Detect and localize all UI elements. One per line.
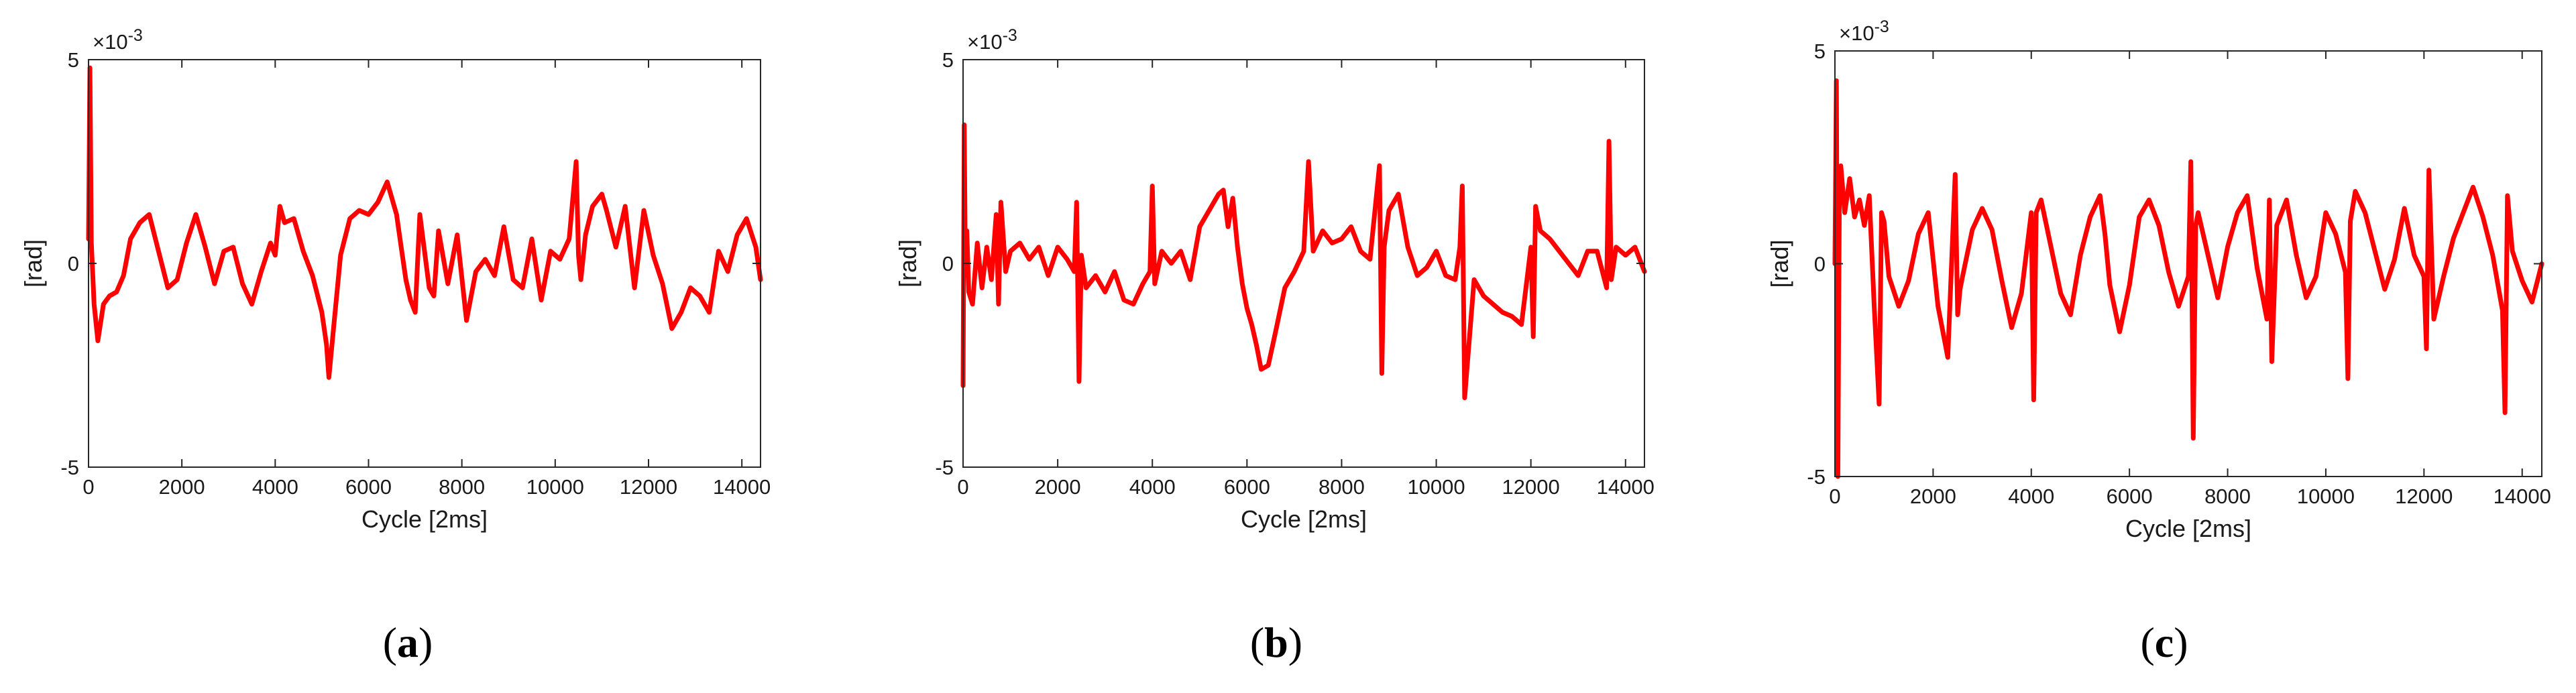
data-series-line — [960, 122, 1647, 401]
y-tick-label: -5 — [1807, 465, 1826, 489]
x-tick-label: 2000 — [1910, 485, 1956, 508]
x-tick-label: 0 — [1829, 485, 1840, 508]
x-axis-label: Cycle [2ms] — [361, 505, 488, 533]
x-tick-label: 10000 — [1407, 475, 1465, 499]
x-tick-label: 0 — [82, 475, 94, 499]
x-tick-label: 2000 — [1035, 475, 1081, 499]
x-tick-label: 6000 — [345, 475, 392, 499]
panel-label-b: (b) — [1250, 619, 1302, 666]
chart-panel-a: 0 2000 4000 6000 8000 10000 12000 14000-505×10-… — [19, 26, 771, 666]
chart-panel-b: 0 2000 4000 6000 8000 10000 12000 14000-505×10-… — [894, 26, 1655, 666]
x-tick-label: 10000 — [2297, 485, 2355, 508]
x-tick-label: 2000 — [159, 475, 205, 499]
x-axis-label: Cycle [2ms] — [2125, 515, 2251, 542]
y-tick-label: 0 — [942, 252, 954, 275]
x-tick-label: 14000 — [713, 475, 771, 499]
panel-label-a: (a) — [383, 619, 433, 666]
y-tick-label: -5 — [935, 456, 954, 479]
y-axis-label: [rad] — [894, 239, 921, 288]
x-tick-label: 12000 — [2395, 485, 2453, 508]
x-tick-label: 10000 — [526, 475, 584, 499]
x-tick-label: 12000 — [1502, 475, 1560, 499]
y-tick-label: 0 — [1814, 253, 1826, 276]
chart-panel-c: 0 2000 4000 6000 8000 10000 12000 14000-505×10-… — [1766, 17, 2551, 666]
x-axis-label: Cycle [2ms] — [1241, 505, 1367, 533]
y-tick-label: 5 — [1814, 40, 1826, 63]
y-axis-label: [rad] — [1766, 239, 1793, 288]
x-tick-label: 4000 — [1129, 475, 1176, 499]
y-tick-label: 5 — [68, 48, 79, 72]
x-tick-label: 14000 — [1597, 475, 1655, 499]
x-tick-label: 8000 — [439, 475, 485, 499]
x-tick-label: 4000 — [2008, 485, 2054, 508]
y-exponent-label: ×10-3 — [1839, 17, 1889, 45]
x-tick-label: 12000 — [620, 475, 677, 499]
y-tick-label: 5 — [942, 48, 954, 72]
x-tick-label: 8000 — [2204, 485, 2251, 508]
x-tick-label: 8000 — [1319, 475, 1365, 499]
data-series-line — [1832, 78, 2544, 479]
y-exponent-label: ×10-3 — [93, 26, 143, 54]
y-tick-label: -5 — [60, 456, 79, 479]
x-tick-label: 4000 — [252, 475, 298, 499]
panel-label-c: (c) — [2140, 619, 2188, 666]
x-tick-label: 6000 — [2107, 485, 2153, 508]
axes-frame — [962, 59, 1645, 468]
y-axis-label: [rad] — [19, 239, 47, 288]
x-tick-label: 14000 — [2494, 485, 2551, 508]
data-series-line — [86, 65, 763, 380]
x-tick-label: 0 — [957, 475, 968, 499]
y-exponent-label: ×10-3 — [967, 26, 1017, 54]
y-tick-label: 0 — [68, 252, 79, 275]
x-tick-label: 6000 — [1224, 475, 1270, 499]
